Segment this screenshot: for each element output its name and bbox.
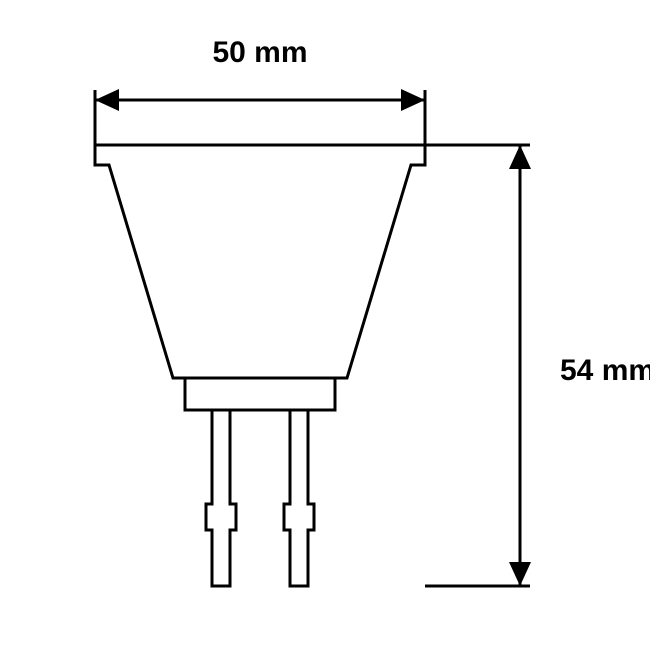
dim-height-label: 54 mm [560, 354, 650, 387]
dim-width-label: 50 mm [212, 36, 307, 69]
